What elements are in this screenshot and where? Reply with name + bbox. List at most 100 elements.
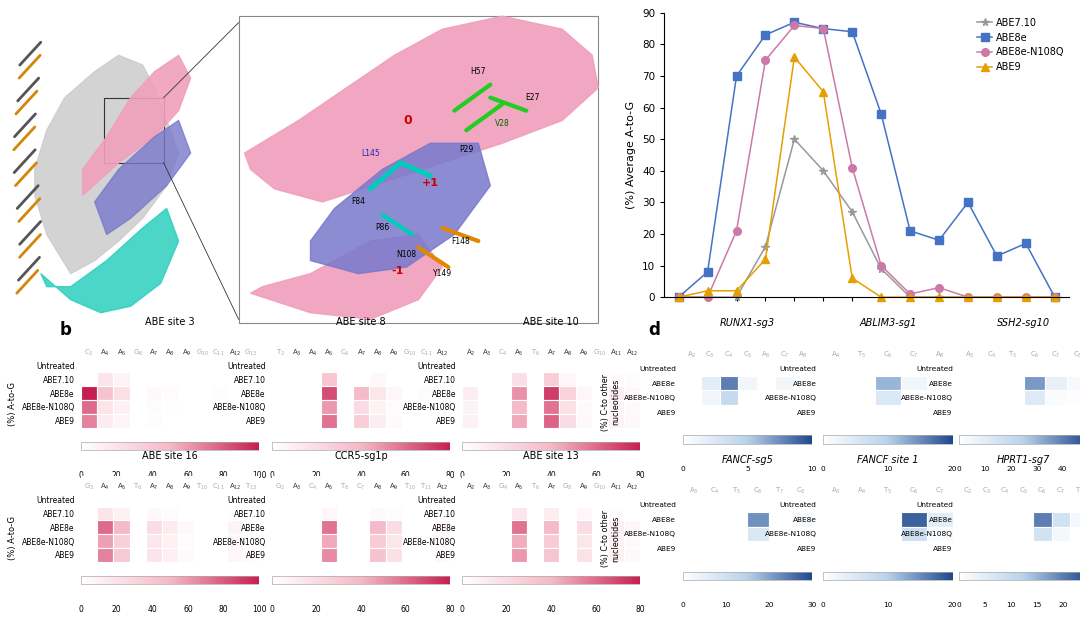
Bar — [1034, 541, 1052, 556]
Bar — [146, 373, 162, 386]
Bar — [511, 520, 527, 534]
Bar — [1070, 497, 1080, 512]
Bar — [272, 386, 288, 400]
Bar — [576, 534, 592, 548]
Text: A$_{8}$: A$_{8}$ — [165, 348, 175, 358]
Bar — [559, 373, 576, 386]
Bar — [901, 541, 927, 556]
Bar — [272, 373, 288, 386]
Bar — [726, 497, 747, 512]
Bar — [769, 512, 791, 527]
Bar — [402, 520, 418, 534]
Bar — [97, 548, 113, 562]
Text: C$_{6}$: C$_{6}$ — [1029, 350, 1040, 360]
Bar — [386, 520, 402, 534]
Bar — [775, 405, 794, 420]
Bar — [1052, 541, 1070, 556]
Bar — [288, 400, 305, 414]
Bar — [227, 520, 243, 534]
Bar — [511, 534, 527, 548]
Text: C$_{4}$: C$_{4}$ — [710, 486, 720, 497]
Bar — [321, 414, 337, 427]
Bar — [1014, 541, 1034, 556]
Text: T$_{5}$: T$_{5}$ — [732, 486, 741, 497]
Text: T$_{5}$: T$_{5}$ — [858, 350, 866, 360]
Bar — [97, 386, 113, 400]
Text: T$_{6}$: T$_{6}$ — [133, 482, 143, 492]
Bar — [478, 507, 495, 520]
Bar — [97, 520, 113, 534]
ABE9 — [1049, 293, 1062, 301]
Bar — [243, 414, 259, 427]
Bar — [288, 534, 305, 548]
Bar — [353, 493, 369, 507]
Bar — [511, 414, 527, 427]
Bar — [211, 548, 227, 562]
Bar — [576, 386, 592, 400]
Bar — [353, 507, 369, 520]
Bar — [1052, 527, 1070, 541]
Bar — [194, 520, 211, 534]
Bar — [683, 376, 701, 390]
Bar — [495, 386, 511, 400]
Bar — [849, 390, 875, 405]
Bar — [683, 512, 704, 527]
Text: G$_{10}$: G$_{10}$ — [403, 348, 417, 358]
Text: A$_{9}$: A$_{9}$ — [579, 482, 589, 492]
Bar — [227, 414, 243, 427]
Bar — [559, 414, 576, 427]
Bar — [624, 386, 640, 400]
Bar — [97, 493, 113, 507]
Bar — [434, 548, 450, 562]
Bar — [305, 414, 321, 427]
Bar — [321, 520, 337, 534]
Bar — [543, 548, 559, 562]
Text: C$_{6}$: C$_{6}$ — [340, 348, 350, 358]
ABE8e-N108Q — [875, 262, 888, 270]
Bar — [791, 541, 812, 556]
Polygon shape — [311, 143, 490, 273]
Bar — [823, 436, 953, 443]
Bar — [194, 386, 211, 400]
Bar — [386, 534, 402, 548]
Bar — [418, 386, 434, 400]
Bar — [243, 548, 259, 562]
Bar — [1034, 527, 1052, 541]
Text: A$_{8}$: A$_{8}$ — [165, 482, 175, 492]
Bar — [386, 373, 402, 386]
Bar — [1014, 512, 1034, 527]
Bar — [849, 512, 875, 527]
Bar — [130, 507, 146, 520]
Bar — [211, 493, 227, 507]
Bar — [272, 414, 288, 427]
Bar — [162, 520, 178, 534]
Text: T$_{5}$: T$_{5}$ — [883, 486, 892, 497]
Bar — [608, 414, 624, 427]
Bar — [927, 390, 953, 405]
Bar — [243, 507, 259, 520]
Bar — [1034, 497, 1052, 512]
Text: F84: F84 — [351, 197, 365, 206]
Bar — [434, 520, 450, 534]
Bar — [130, 520, 146, 534]
Bar — [959, 376, 981, 390]
Bar — [272, 358, 288, 373]
Bar — [146, 534, 162, 548]
Bar — [337, 400, 353, 414]
Bar — [775, 390, 794, 405]
Text: E27: E27 — [525, 93, 540, 102]
Bar — [576, 358, 592, 373]
Bar — [288, 386, 305, 400]
Text: A$_{5}$: A$_{5}$ — [324, 348, 334, 358]
Bar — [543, 358, 559, 373]
Bar — [823, 390, 849, 405]
Text: A$_{12}$: A$_{12}$ — [229, 348, 241, 358]
Bar — [791, 497, 812, 512]
Bar — [462, 414, 478, 427]
Text: T$_{11}$: T$_{11}$ — [420, 482, 432, 492]
Bar — [305, 548, 321, 562]
ABE8e-N108Q — [730, 227, 743, 235]
Bar — [511, 507, 527, 520]
Bar — [462, 548, 478, 562]
Bar — [211, 373, 227, 386]
